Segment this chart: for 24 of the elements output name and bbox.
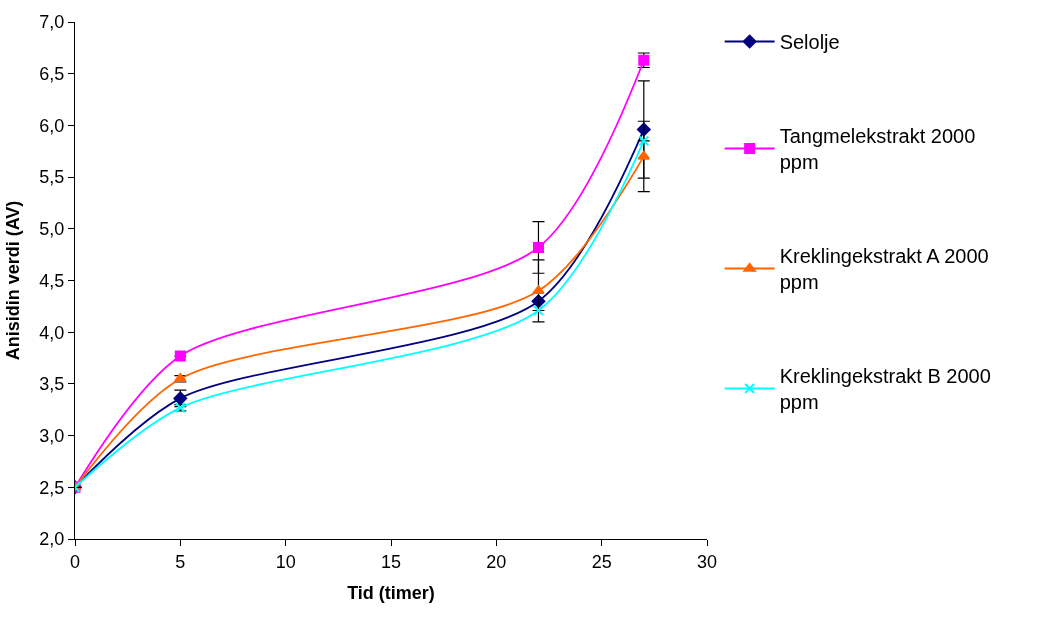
x-tick-label: 0 (69, 551, 81, 572)
x-tick-label: 20 (486, 551, 507, 572)
y-tick-label: 4,0 (39, 322, 65, 343)
x-tick-label: 10 (275, 551, 296, 572)
y-tick-label: 3,0 (39, 425, 65, 446)
x-axis-title: Tid (timer) (347, 582, 435, 603)
legend-label: Kreklingekstrakt A 2000 ppm (779, 245, 989, 294)
legend-label: Tangmelekstrakt 2000 ppm (779, 125, 976, 174)
y-tick-label: 3,5 (39, 374, 65, 395)
y-tick-label: 2,5 (39, 477, 65, 498)
y-tick-label: 4,5 (39, 270, 65, 291)
x-tick-label: 30 (696, 551, 718, 572)
y-tick-label: 5,0 (39, 219, 65, 240)
y-tick-label: 2,0 (39, 529, 65, 550)
x-tick-label: 5 (175, 551, 186, 572)
y-axis-title: Anisidin verdi (AV) (2, 200, 23, 361)
legend-label: Selolje (779, 31, 840, 54)
y-tick-label: 6,5 (39, 64, 65, 84)
x-tick-label: 15 (380, 551, 402, 572)
x-tick-label: 25 (591, 551, 612, 572)
legend-label: Kreklingekstrakt B 2000 ppm (779, 365, 991, 414)
y-tick-label: 5,5 (39, 167, 65, 188)
y-tick-label: 7,0 (39, 12, 65, 33)
y-tick-label: 6,0 (39, 115, 65, 136)
